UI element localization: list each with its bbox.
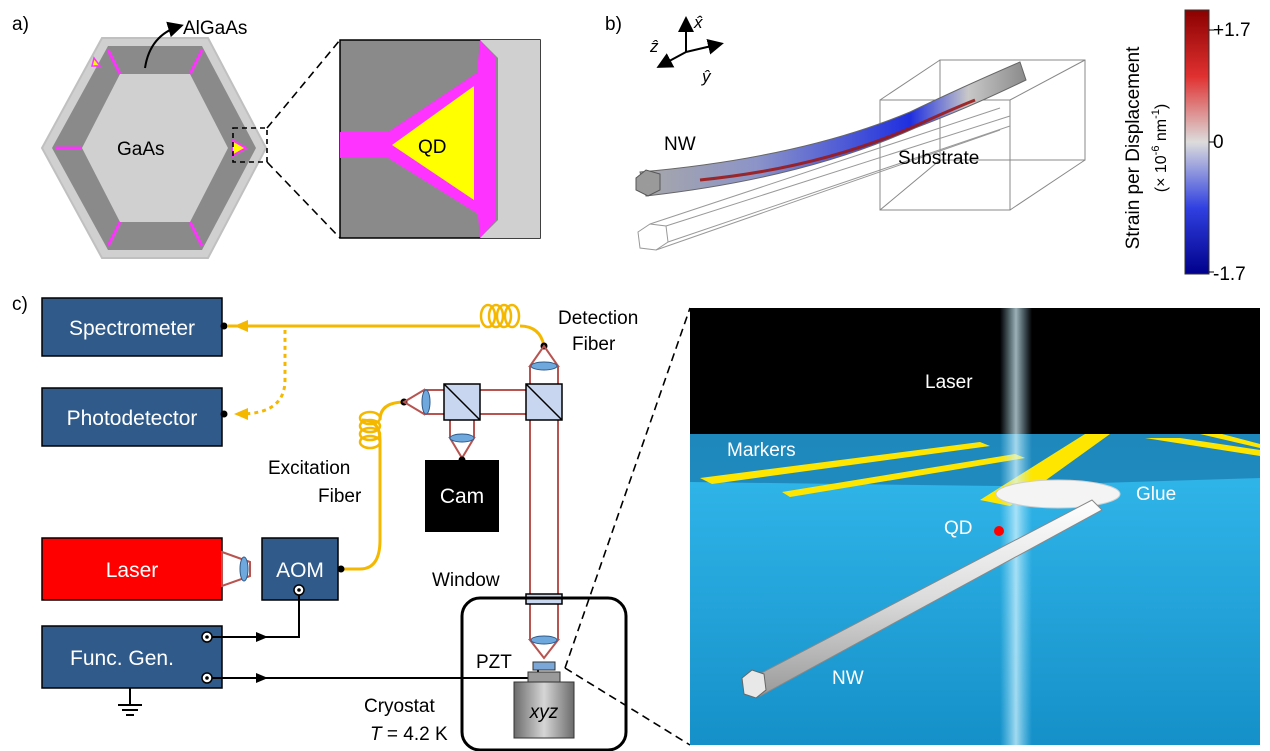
spectrometer-box: [41, 297, 223, 357]
xyz-stage: xyz: [513, 661, 575, 739]
colorbar-mid: 0: [1213, 132, 1224, 153]
funcgen-label: Func. Gen.: [70, 647, 174, 670]
spectrometer-label: Spectrometer: [69, 317, 195, 340]
cryostat-label: Cryostat: [364, 696, 435, 717]
render-laser-label: Laser: [925, 372, 973, 393]
glue-blob: [995, 479, 1121, 509]
pzt-label: PZT: [476, 652, 512, 673]
render-markers-label: Markers: [727, 440, 796, 461]
fiber-coils: [358, 303, 521, 450]
panel-label-b: b): [605, 14, 622, 35]
shell-pointer-arrow: [144, 21, 184, 69]
panel-a-hexagon: GaAs AlGaAs: [40, 18, 341, 259]
excitation-label-1: Excitation: [268, 458, 350, 479]
detection-label-1: Detection: [558, 308, 638, 329]
panel-a-zoom: QD: [339, 39, 541, 239]
laser-box: [41, 537, 223, 601]
axis-x-label: x̂: [693, 13, 703, 32]
laser-label: Laser: [106, 559, 159, 582]
photodetector-box: [41, 387, 223, 447]
colorbar-min: -1.7: [1213, 264, 1246, 285]
fibers: [228, 324, 546, 571]
colorbar-title: Strain per Displacement: [1123, 46, 1144, 249]
render-nw-label: NW: [832, 668, 864, 689]
nanowire-deformed: [635, 61, 1027, 197]
cryostat-box: [460, 596, 628, 751]
cam-box: [425, 460, 499, 532]
zoom-box: [232, 127, 268, 163]
render-glue-label: Glue: [1136, 484, 1176, 505]
render-inset: Laser Markers Glue QD NW: [690, 308, 1260, 745]
aom-label: AOM: [276, 559, 324, 582]
axis-y-label: ŷ: [701, 67, 712, 86]
temperature-label: T = 4.2 K: [370, 724, 448, 745]
core-label: GaAs: [117, 139, 165, 160]
window-label: Window: [432, 570, 500, 591]
nw-end-facet: [741, 669, 767, 699]
shell-label: AlGaAs: [183, 18, 247, 39]
xyz-label: xyz: [529, 702, 559, 723]
colorbar: +1.7 0 -1.7 Strain per Displacement (× 1…: [1123, 9, 1251, 285]
detection-label-2: Fiber: [572, 334, 616, 355]
panel-b-axes: x̂ ŷ ẑ: [649, 13, 724, 86]
nanowire-undeformed: [637, 107, 1011, 251]
axis-z-label: ẑ: [649, 37, 659, 56]
laser-aom-optics: [221, 550, 251, 588]
colorbar-unit: (× 10-6 nm-1): [1150, 104, 1170, 192]
qd-marker: [994, 526, 1004, 536]
cam-label: Cam: [440, 485, 484, 508]
substrate-label: Substrate: [898, 148, 979, 169]
laser-beam: [1000, 308, 1032, 745]
qd-label-zoom: QD: [418, 137, 447, 158]
render-qd-label: QD: [944, 518, 973, 539]
excitation-label-2: Fiber: [318, 486, 362, 507]
nw-label-b: NW: [664, 134, 696, 155]
photodetector-label: Photodetector: [67, 407, 198, 430]
colorbar-max: +1.7: [1213, 20, 1251, 41]
panel-label-c: c): [12, 294, 28, 315]
funcgen-box: [41, 625, 223, 689]
panel-label-a: a): [12, 14, 29, 35]
qd-wedge-markers: [56, 49, 249, 247]
